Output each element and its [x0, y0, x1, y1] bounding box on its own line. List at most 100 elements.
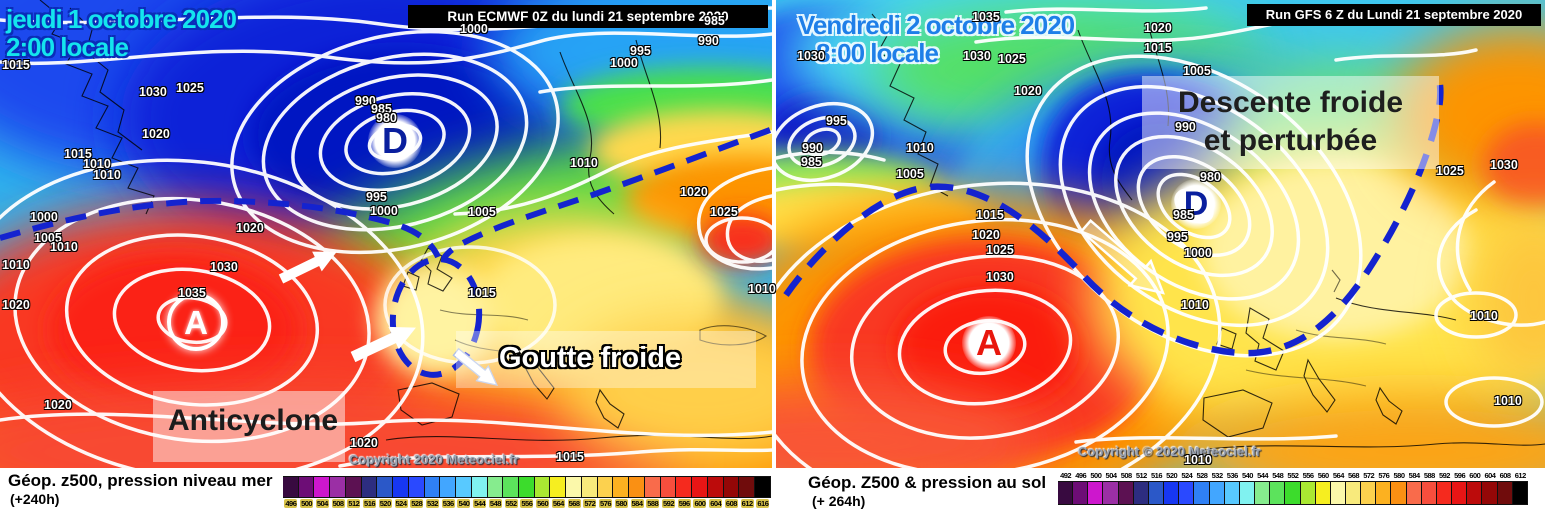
copyright-left: Copyright 2020 Meteociel.fr: [349, 452, 519, 467]
scale-value: 544: [1257, 471, 1269, 480]
scale-swatch: [723, 476, 740, 498]
contour-label: 1035: [178, 286, 206, 300]
scale-value: 572: [1363, 471, 1375, 480]
contour-label: 995: [826, 114, 847, 128]
contour-label: 985: [1173, 208, 1194, 222]
coastlines-left: [39, 0, 772, 441]
scale-value: 604: [709, 499, 723, 508]
scale-cell: 596: [676, 476, 693, 508]
scale-swatch: [1073, 481, 1089, 505]
contour-label: 1000: [370, 204, 398, 218]
scale-cell: 536: [1224, 471, 1240, 505]
scale-swatch: [1421, 481, 1437, 505]
scale-swatch: [1391, 481, 1407, 505]
scale-swatch: [1224, 481, 1240, 505]
goutte-froide-label: Goutte froide: [499, 342, 682, 374]
trough-dashed-line-left: [0, 127, 772, 378]
scale-cell: 560: [534, 476, 551, 508]
contour-label: 985: [704, 14, 725, 28]
contour-label: 1020: [44, 398, 72, 412]
scale-value: 568: [567, 499, 581, 508]
scale-cell: 572: [1361, 471, 1377, 505]
footer-title-right: Géop. Z500 & pression au sol: [808, 473, 1047, 492]
scale-swatch: [1452, 481, 1468, 505]
scale-value: 512: [1135, 471, 1148, 480]
scale-swatch: [613, 476, 630, 498]
scale-value: 592: [661, 499, 675, 508]
contour-label: 1010: [1181, 298, 1209, 312]
scale-value: 568: [1348, 471, 1360, 480]
date-line1-right: Vendredi 2 octobre 2020: [798, 10, 1075, 40]
scale-cell: 492: [1058, 471, 1074, 505]
scale-swatch: [1512, 481, 1528, 505]
scale-cell: 544: [471, 476, 488, 508]
contour-label: 990: [1175, 120, 1196, 134]
scale-cell: 580: [613, 476, 630, 508]
scale-cell: 536: [440, 476, 457, 508]
contour-label: 1000: [460, 22, 488, 36]
scale-value: 500: [1090, 471, 1102, 480]
scale-swatch: [456, 476, 472, 498]
scale-cell: 584: [1406, 471, 1422, 505]
scale-value: 512: [347, 499, 361, 508]
scale-swatch: [1239, 481, 1256, 505]
scale-cell: 504: [1103, 471, 1119, 505]
scale-cell: 600: [692, 476, 708, 508]
scale-value: 600: [1469, 471, 1481, 480]
copyright-right: Copyright © 2020 Meteociel.fr: [1078, 444, 1261, 459]
contour-label: 1010: [93, 168, 121, 182]
contour-label: 990: [698, 34, 719, 48]
scale-swatch: [755, 476, 771, 498]
scale-swatch: [503, 476, 520, 498]
scale-value: 584: [630, 499, 644, 508]
scale-swatch: [629, 476, 645, 498]
contour-label: 995: [1167, 230, 1188, 244]
contour-label: 980: [1200, 170, 1221, 184]
scale-value: 520: [1166, 471, 1178, 480]
contour-label: 1025: [1436, 164, 1464, 178]
anticyclone-box: [153, 391, 345, 462]
low-marker-right: D: [1171, 179, 1221, 229]
scale-swatch: [1406, 481, 1422, 505]
scale-value: 600: [693, 499, 707, 508]
scale-value: 524: [1181, 471, 1193, 480]
contour-label: 1010: [2, 258, 30, 272]
scale-swatch: [1058, 481, 1074, 505]
scale-cell: 548: [487, 476, 504, 508]
date-line1-left: jeudi 1 octobre 2020: [6, 4, 237, 34]
map-left-ecmwf: [0, 0, 772, 468]
scale-cell: 616: [755, 476, 771, 508]
contour-label: 1010: [906, 141, 934, 155]
scale-swatch: [707, 476, 724, 498]
scale-value: 548: [1272, 471, 1284, 480]
scale-cell: 540: [456, 476, 472, 508]
goutte-froide-box: [456, 331, 756, 388]
scale-value: 528: [1196, 471, 1208, 480]
contour-label: 995: [630, 44, 651, 58]
contour-label: 1030: [986, 270, 1014, 284]
scale-swatch: [471, 476, 488, 498]
contour-label: 1030: [139, 85, 167, 99]
scale-value: 560: [536, 499, 550, 508]
descente-line1: Descente froide: [1177, 86, 1404, 119]
scale-value: 596: [677, 499, 691, 508]
scale-cell: 612: [1512, 471, 1528, 505]
scale-swatch: [1345, 481, 1362, 505]
high-marker-right: A: [962, 316, 1016, 370]
contour-label: 995: [366, 190, 387, 204]
contour-label: 985: [371, 102, 392, 116]
scale-value: 560: [1317, 471, 1330, 480]
contour-label: 1020: [1144, 21, 1172, 35]
scale-cell: 576: [1376, 471, 1392, 505]
contour-label: 1005: [34, 231, 62, 245]
scale-swatch: [298, 476, 315, 498]
scale-cell: 604: [707, 476, 724, 508]
scale-cell: 604: [1482, 471, 1498, 505]
scale-value: 496: [284, 499, 298, 508]
scale-value: 576: [1378, 471, 1390, 480]
scale-cell: 528: [408, 476, 425, 508]
scale-cell: 544: [1255, 471, 1271, 505]
scale-value: 536: [1226, 471, 1239, 480]
contour-label: 1010: [570, 156, 598, 170]
